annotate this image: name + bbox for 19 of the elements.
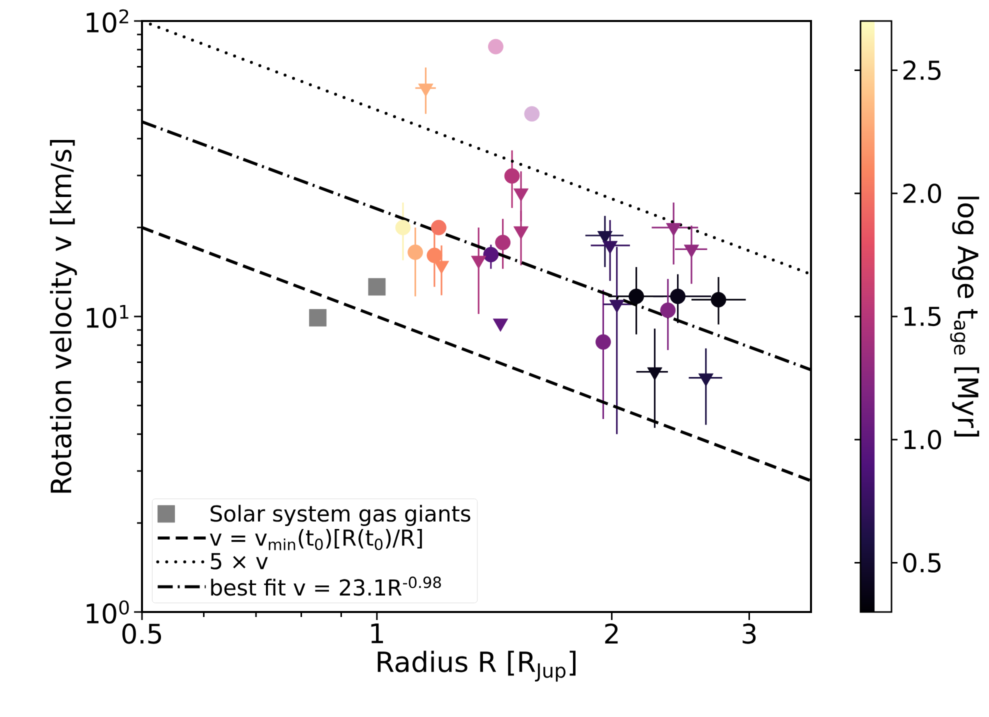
legend-label: best fit v = 23.1R$^{-0.98}$ (211, 576, 441, 596)
color-bar-label: 1.5 (904, 306, 941, 326)
legend-label: Solar system gas giants (210, 504, 470, 526)
color-bar-title: log Age t$_{age}$ [Myr] (950, 196, 980, 436)
x-tick-label: 2 (605, 623, 618, 644)
y-tick-label: 10$^{0}$ (86, 600, 129, 624)
x-tick-label: 3 (742, 623, 756, 644)
y-tick-label: 10$^{2}$ (86, 9, 128, 33)
legend-label: 5 × v (210, 553, 268, 570)
color-bar-label: 0.5 (903, 552, 941, 573)
legend-label: v = v$_{min}$(t$_{0}$)[R(t$_{0}$)/R] (210, 528, 422, 550)
y-axis-title: Rotation velocity v [km/s] (50, 140, 77, 493)
y-tick-label: 10$^{1}$ (86, 304, 128, 328)
x-tick-label: 0.5 (122, 623, 162, 644)
color-bar-label: 1.0 (904, 430, 942, 450)
color-bar-label: 2.5 (903, 60, 941, 80)
color-bar-label: 2.0 (903, 184, 942, 204)
x-tick-label: 1 (371, 623, 383, 644)
x-axis-title: Radius R [R$_{Jup}$] (378, 650, 576, 682)
